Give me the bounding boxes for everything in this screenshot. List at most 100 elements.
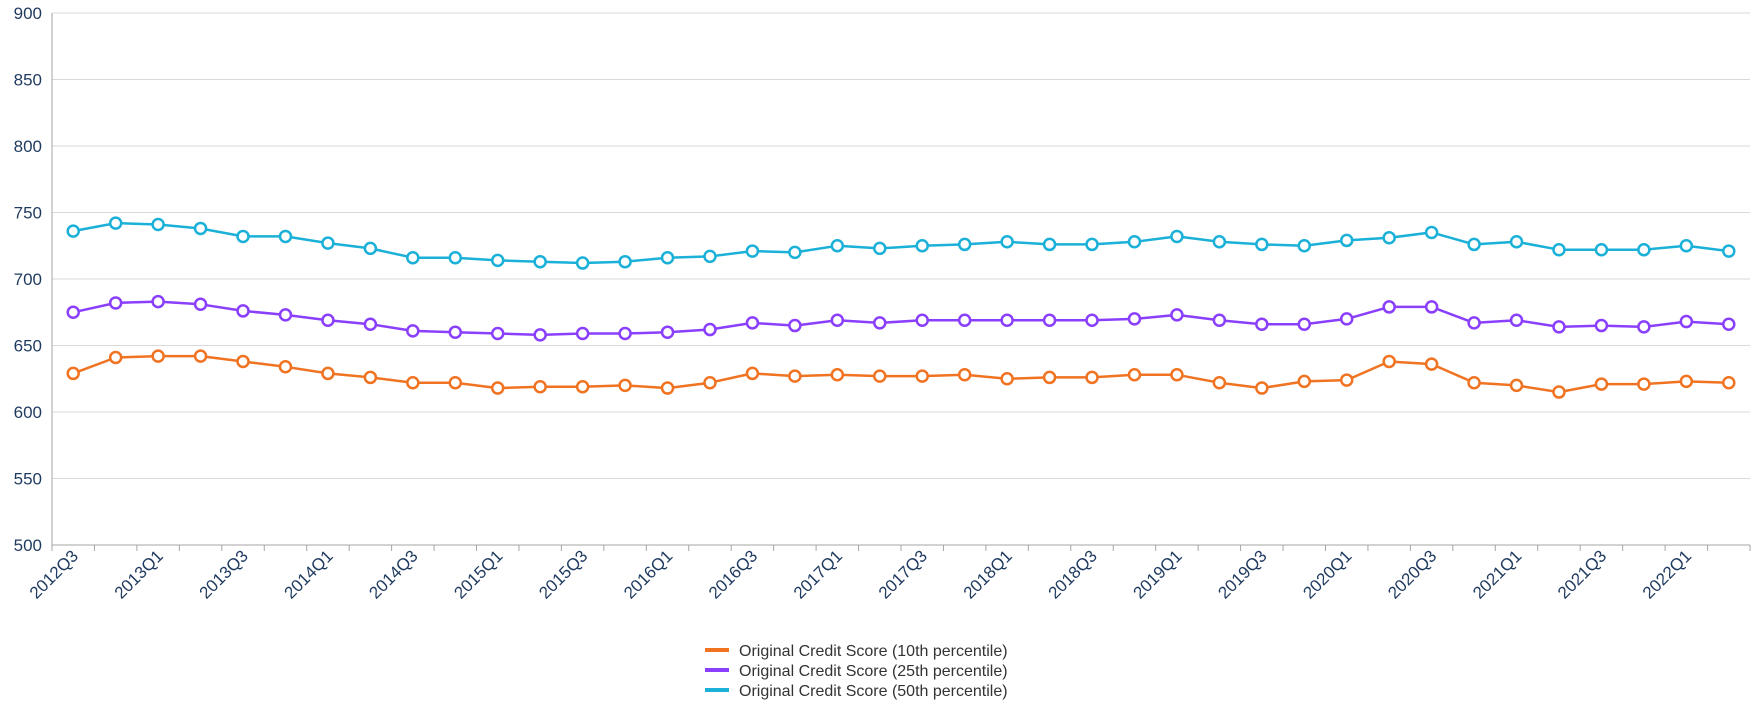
data-point <box>660 250 675 265</box>
data-point <box>151 217 165 232</box>
data-point <box>1297 374 1312 389</box>
data-point <box>957 313 972 327</box>
series-lines <box>66 216 1736 399</box>
data-point <box>703 249 717 264</box>
y-tick-label: 650 <box>14 337 42 356</box>
x-tick-label: 2017Q3 <box>875 546 931 602</box>
data-point <box>1339 233 1354 248</box>
legend-label: Original Credit Score (25th percentile) <box>739 663 1008 680</box>
data-point <box>321 236 335 250</box>
data-point <box>1212 313 1227 327</box>
series-3 <box>66 216 1736 270</box>
data-point <box>830 368 845 382</box>
data-point <box>1382 300 1396 314</box>
data-point <box>703 375 717 390</box>
data-point <box>406 324 420 338</box>
data-point <box>618 326 632 341</box>
data-point <box>321 366 335 381</box>
data-point <box>236 229 250 244</box>
data-point <box>1255 317 1269 331</box>
data-point <box>1679 239 1694 253</box>
y-tick-label: 850 <box>14 71 42 90</box>
data-point <box>660 381 675 395</box>
data-point <box>957 237 972 252</box>
data-point <box>1127 235 1142 249</box>
data-point <box>151 294 165 309</box>
y-tick-label: 500 <box>14 536 42 555</box>
data-point <box>1297 317 1312 331</box>
data-point <box>1679 374 1694 389</box>
data-point <box>1255 381 1269 395</box>
data-point <box>363 370 378 385</box>
y-tick-label: 550 <box>14 470 42 489</box>
data-point <box>321 313 335 327</box>
data-point <box>618 254 632 269</box>
data-point <box>406 375 420 390</box>
data-point <box>1552 385 1566 399</box>
data-point <box>1467 237 1481 252</box>
data-point <box>1085 237 1099 252</box>
data-point <box>1637 242 1651 257</box>
data-point <box>406 250 420 265</box>
data-point <box>1722 375 1736 390</box>
x-tick-label: 2022Q1 <box>1639 546 1695 602</box>
data-point <box>108 350 123 365</box>
data-point <box>1679 314 1694 329</box>
data-point <box>236 354 250 369</box>
data-point <box>1722 317 1736 331</box>
data-point <box>1424 357 1439 371</box>
data-point <box>363 241 378 256</box>
x-tick-label: 2016Q3 <box>705 546 761 602</box>
data-point <box>1085 370 1099 385</box>
x-tick-label: 2014Q3 <box>365 546 421 602</box>
data-point <box>66 366 80 381</box>
data-point <box>1509 313 1524 327</box>
data-point <box>1552 320 1566 334</box>
series-line <box>72 354 1729 394</box>
x-tick-label: 2018Q1 <box>960 546 1016 602</box>
data-point <box>1339 373 1354 387</box>
data-point <box>193 297 208 312</box>
data-point <box>575 256 590 270</box>
data-point <box>957 368 972 382</box>
data-point <box>1000 313 1014 327</box>
x-tick-label: 2015Q1 <box>450 546 506 602</box>
data-point <box>745 366 760 381</box>
data-point <box>1382 354 1396 369</box>
data-point <box>151 349 165 363</box>
data-point <box>830 313 845 327</box>
data-point <box>278 360 293 374</box>
data-point <box>1467 375 1481 390</box>
data-point <box>448 250 463 265</box>
x-tick-label: 2021Q3 <box>1554 546 1610 602</box>
data-point <box>1424 225 1439 240</box>
x-tick-label: 2013Q1 <box>111 546 167 602</box>
data-point <box>533 379 547 394</box>
data-point <box>490 381 505 395</box>
data-point <box>1637 320 1651 334</box>
data-point <box>788 369 802 383</box>
data-point <box>1000 372 1014 386</box>
data-point <box>873 316 887 330</box>
data-point <box>1212 375 1227 390</box>
data-point <box>1170 229 1184 244</box>
data-point <box>1594 318 1609 333</box>
data-point <box>830 239 845 253</box>
x-tick-label: 2019Q1 <box>1130 546 1186 602</box>
data-point <box>363 317 378 331</box>
x-tick-label: 2021Q1 <box>1469 546 1525 602</box>
series-1 <box>66 349 1736 399</box>
y-tick-label: 800 <box>14 137 42 156</box>
data-point <box>1509 235 1524 249</box>
data-point <box>1042 313 1057 327</box>
data-point <box>1000 235 1014 249</box>
data-point <box>1722 244 1736 258</box>
y-axis-ticks: 500 550 600 650 700 750 800 850 900 <box>14 4 42 555</box>
data-point <box>1170 368 1184 382</box>
series-2 <box>66 294 1736 342</box>
data-point <box>575 379 590 394</box>
data-point <box>618 378 632 393</box>
data-point <box>66 305 80 319</box>
data-point <box>703 322 717 337</box>
data-point <box>745 244 760 258</box>
